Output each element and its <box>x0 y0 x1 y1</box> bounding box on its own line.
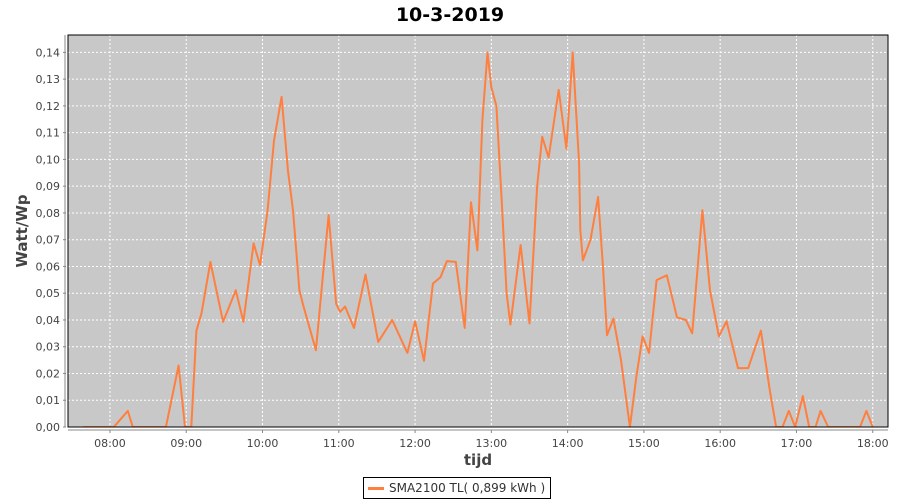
legend-swatch <box>368 486 384 490</box>
legend-label: SMA2100 TL( 0,899 kWh ) <box>389 481 546 495</box>
x-tick-label: 16:00 <box>704 437 736 450</box>
y-tick-label: 0,13 <box>36 73 61 86</box>
x-tick-label: 11:00 <box>323 437 355 450</box>
y-axis-label: Watt/Wp <box>13 194 31 267</box>
x-tick-label: 17:00 <box>781 437 813 450</box>
series-line <box>83 51 874 427</box>
y-tick-label: 0,00 <box>36 421 61 434</box>
x-tick-label: 14:00 <box>552 437 584 450</box>
x-tick-label: 18:00 <box>857 437 889 450</box>
y-tick-label: 0,08 <box>36 207 61 220</box>
x-tick-label: 13:00 <box>475 437 507 450</box>
y-tick-label: 0,06 <box>36 260 61 273</box>
y-tick-label: 0,10 <box>36 153 61 166</box>
y-tick-label: 0,05 <box>36 287 61 300</box>
plot-border <box>67 34 889 428</box>
y-tick-label: 0,11 <box>36 127 61 140</box>
y-tick-label: 0,01 <box>36 394 61 407</box>
x-tick-label: 15:00 <box>628 437 660 450</box>
x-tick-label: 10:00 <box>247 437 279 450</box>
legend: SMA2100 TL( 0,899 kWh ) <box>363 477 552 499</box>
y-tick-label: 0,04 <box>36 314 61 327</box>
y-tick-label: 0,14 <box>36 46 61 59</box>
x-tick-label: 08:00 <box>94 437 126 450</box>
y-tick-label: 0,12 <box>36 100 61 113</box>
x-tick-label: 09:00 <box>170 437 202 450</box>
y-tick-label: 0,09 <box>36 180 61 193</box>
x-axis-label: tijd <box>464 451 492 469</box>
y-tick-label: 0,03 <box>36 341 61 354</box>
y-tick-label: 0,07 <box>36 234 61 247</box>
chart-title: 10-3-2019 <box>395 4 505 26</box>
y-tick-label: 0,02 <box>36 367 61 380</box>
x-tick-label: 12:00 <box>399 437 431 450</box>
